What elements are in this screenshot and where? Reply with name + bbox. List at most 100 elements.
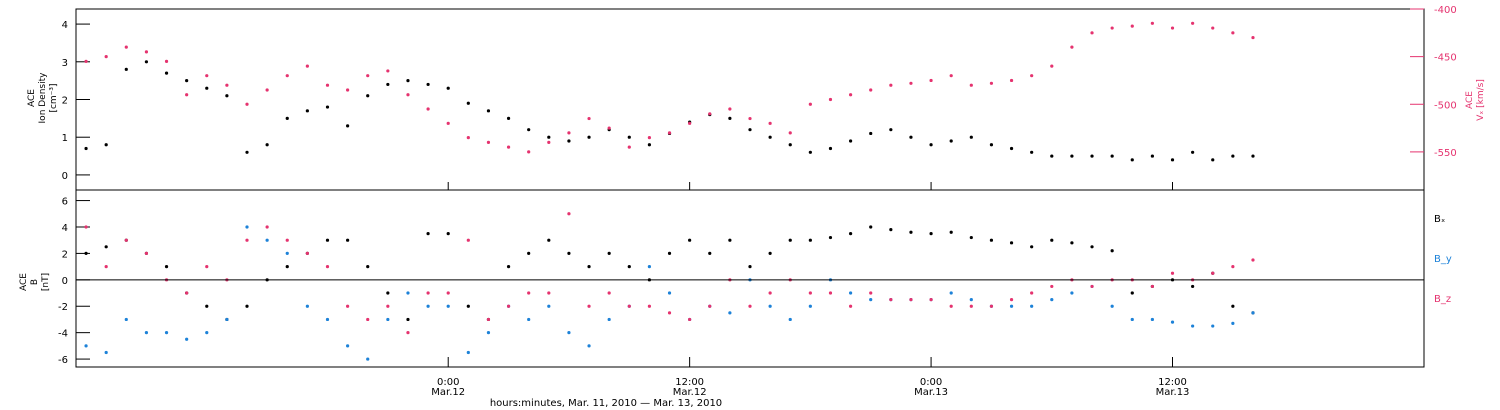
bfield-point-1-36 (808, 304, 812, 308)
bottom-series (84, 212, 1255, 361)
bfield-point-2-50 (1090, 284, 1094, 289)
bfield-point-2-24 (567, 212, 571, 216)
vx-point-0-52 (1130, 24, 1134, 28)
bfield-point-0-33 (748, 265, 752, 269)
bfield-point-0-52 (1130, 291, 1134, 295)
bfield-point-1-46 (1009, 304, 1014, 308)
top-y2label-line1: ACE (1465, 91, 1475, 109)
vx-point-0-36 (808, 102, 812, 106)
bfield-point-0-18 (446, 231, 450, 236)
bfield-point-0-4 (164, 265, 169, 269)
vx-point-0-56 (1211, 26, 1215, 30)
bottom-ytick-label: 4 (62, 223, 68, 234)
top-ytick-label: 0 (62, 171, 68, 182)
density-point-0-19 (466, 101, 470, 105)
bfield-point-1-13 (346, 344, 350, 348)
bfield-point-1-56 (1211, 324, 1215, 328)
bfield-point-0-26 (607, 251, 611, 256)
bfield-point-0-23 (547, 238, 551, 242)
top-ylabel-line2: Ion Density (38, 72, 48, 124)
x-tick-time: 0:00 (920, 377, 942, 388)
bfield-point-1-9 (265, 238, 269, 242)
bfield-point-2-8 (245, 238, 249, 242)
bfield-point-1-38 (848, 291, 853, 295)
bfield-point-2-46 (1009, 298, 1014, 302)
bfield-point-2-16 (406, 331, 410, 335)
density-point-0-0 (84, 146, 88, 151)
density-point-0-49 (1070, 154, 1074, 158)
vx-point-0-57 (1231, 31, 1235, 35)
legend-bx: Bₓ (1434, 214, 1445, 225)
density-point-0-8 (245, 150, 249, 154)
density-point-0-7 (225, 94, 229, 98)
bfield-point-1-28 (647, 265, 652, 269)
bfield-point-1-51 (1110, 304, 1114, 308)
bfield-point-0-1 (104, 245, 108, 249)
top-series (84, 21, 1255, 162)
bfield-point-0-44 (969, 235, 973, 240)
vx-point-0-27 (627, 145, 631, 149)
bfield-point-2-37 (828, 291, 833, 295)
bfield-point-2-42 (929, 298, 933, 302)
bfield-point-0-43 (949, 230, 953, 234)
vx-point-0-13 (346, 88, 350, 92)
vx-point-0-20 (486, 140, 491, 144)
vx-point-0-32 (728, 107, 732, 111)
bfield-point-0-50 (1090, 245, 1094, 249)
density-point-0-4 (164, 71, 169, 75)
vx-point-0-55 (1191, 21, 1195, 25)
bfield-point-2-53 (1150, 284, 1154, 289)
bfield-point-2-10 (285, 238, 289, 242)
vx-point-0-30 (688, 121, 692, 125)
bfield-point-0-47 (1030, 245, 1034, 249)
bfield-point-2-12 (325, 265, 330, 269)
x-tick-time: 0:00 (437, 377, 459, 388)
bottom-ytick-label: -6 (58, 355, 68, 366)
vx-point-0-17 (426, 107, 430, 111)
bfield-point-2-29 (667, 311, 672, 315)
x-tick-date: Mar.12 (673, 387, 707, 398)
density-point-0-2 (124, 67, 128, 71)
vx-point-0-5 (185, 93, 189, 97)
vx-point-0-10 (285, 74, 289, 78)
vx-point-0-42 (929, 78, 933, 83)
density-point-0-53 (1150, 154, 1154, 158)
bfield-point-1-4 (164, 331, 169, 335)
vx-point-0-46 (1009, 78, 1014, 83)
bfield-point-1-18 (446, 304, 450, 308)
bfield-point-0-0 (84, 251, 88, 256)
density-point-0-50 (1090, 154, 1094, 158)
top-ylabel-line1: ACE (27, 89, 37, 107)
density-point-0-51 (1110, 154, 1114, 158)
vx-point-0-12 (325, 83, 330, 87)
vx-point-0-24 (567, 131, 571, 135)
bfield-point-2-6 (205, 265, 209, 269)
x-tick-time: 12:00 (1158, 377, 1187, 388)
density-point-0-22 (527, 128, 531, 132)
vx-point-0-3 (144, 50, 149, 54)
vx-point-0-45 (989, 81, 994, 85)
bfield-point-1-29 (667, 291, 672, 295)
bfield-point-0-55 (1191, 284, 1195, 289)
bfield-point-0-17 (426, 231, 430, 236)
bfield-point-1-43 (949, 291, 953, 295)
vx-point-0-40 (889, 83, 893, 87)
bfield-point-2-23 (547, 291, 551, 295)
density-point-0-55 (1191, 150, 1195, 154)
vx-point-0-48 (1050, 64, 1054, 68)
density-point-0-16 (406, 79, 410, 83)
bfield-point-0-19 (466, 304, 470, 308)
x-axis-title: hours:minutes, Mar. 11, 2010 — Mar. 13, … (490, 398, 722, 409)
bfield-point-2-34 (768, 291, 772, 295)
density-point-0-27 (627, 135, 631, 139)
vx-point-0-22 (527, 150, 531, 154)
top-ytick-label: 1 (62, 133, 68, 144)
bfield-point-2-15 (386, 304, 390, 308)
bfield-point-0-40 (889, 228, 893, 232)
density-point-0-34 (768, 135, 772, 139)
bfield-point-2-25 (587, 304, 591, 308)
bfield-point-2-3 (144, 251, 149, 256)
top-ytick-label: 3 (62, 58, 68, 69)
density-point-0-3 (144, 60, 149, 64)
vx-point-0-33 (748, 116, 752, 121)
